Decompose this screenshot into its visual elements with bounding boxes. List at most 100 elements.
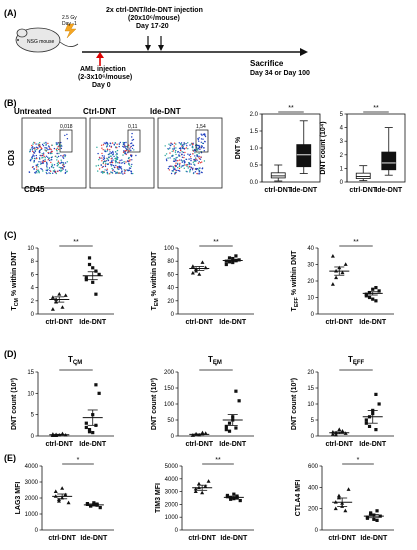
- flow-event-dot: [109, 155, 111, 157]
- flow-event-dot: [181, 165, 183, 167]
- flow-event-dot: [62, 156, 64, 158]
- flow-event-dot: [55, 142, 58, 144]
- flow-event-dot: [192, 143, 194, 146]
- flow-event-dot: [56, 165, 59, 167]
- y-tick-label: 10: [307, 402, 314, 408]
- flow-event-dot: [117, 162, 119, 164]
- flow-event-dot: [116, 155, 118, 158]
- flow-event-dot: [188, 154, 191, 156]
- panel-label-c: (C): [4, 230, 17, 240]
- significance-label: **: [215, 457, 221, 464]
- flow-event-dot: [49, 172, 52, 175]
- y-tick-label: 400: [308, 485, 319, 491]
- flow-event-dot: [97, 170, 99, 172]
- label-base: T: [68, 355, 73, 364]
- plot-frame: [346, 113, 406, 183]
- flow-event-dot: [57, 163, 59, 166]
- flow-event-dot: [187, 148, 189, 150]
- flow-event-dot: [190, 158, 192, 160]
- flow-event-dot: [32, 166, 34, 168]
- flow-event-dot: [109, 162, 111, 164]
- flow-event-dot: [60, 147, 63, 150]
- flow-event-dot: [168, 169, 171, 171]
- flow-event-dot: [109, 149, 111, 151]
- x-category-label: Ide-DNT: [219, 441, 247, 448]
- data-point: [334, 432, 339, 437]
- flow-event-dot: [104, 160, 107, 163]
- flow-event-dot: [183, 154, 185, 156]
- flow-event-dot: [56, 147, 59, 149]
- y-tick-label: 4000: [165, 477, 179, 483]
- flow-event-dot: [135, 154, 137, 157]
- flow-event-dot: [58, 166, 60, 168]
- data-point: [238, 498, 242, 503]
- data-point: [343, 262, 348, 266]
- y-tick-label: 600: [308, 464, 319, 470]
- flow-event-dot: [198, 158, 201, 160]
- flow-event-dot: [48, 157, 50, 159]
- flow-event-dot: [101, 157, 103, 159]
- data-point: [367, 424, 372, 428]
- data-point: [84, 421, 88, 425]
- flow-event-dot: [193, 160, 195, 163]
- flow-event-dot: [55, 143, 58, 146]
- y-tick-label: 80: [167, 259, 174, 265]
- label-rest: % within DNT: [151, 251, 158, 298]
- flow-event-dot: [44, 159, 46, 161]
- flow-event-dot: [181, 161, 183, 163]
- flow-event-dot: [193, 150, 195, 152]
- flow-title-1: Untreated: [14, 107, 51, 116]
- flow-event-dot: [120, 167, 122, 169]
- flow-event-dot: [114, 142, 117, 144]
- flow-event-dot: [37, 166, 39, 168]
- chart-e3: 0 200 400 600 ctrl-DNT Ide-DNT CTLA4 MFI *: [295, 457, 394, 542]
- flow-event-dot: [129, 148, 131, 150]
- y-tick-label: 0.0: [250, 180, 259, 186]
- flow-event-dot: [185, 147, 188, 149]
- y-tick-label: 30: [307, 263, 314, 269]
- flow-gate-dot: [198, 137, 200, 139]
- flow-event-dot: [106, 142, 108, 144]
- flow-event-dot: [131, 159, 133, 161]
- flow-event-dot: [130, 145, 132, 148]
- flow-event-dot: [46, 165, 48, 167]
- flow-event-dot: [130, 149, 132, 152]
- flow-event-dot: [64, 172, 67, 174]
- flow-gate-dot: [204, 141, 206, 143]
- flow-event-dot: [41, 143, 44, 146]
- flow-event-dot: [29, 160, 32, 162]
- flow-event-dot: [62, 162, 65, 164]
- flow-event-dot: [178, 142, 180, 144]
- flow-event-dot: [129, 159, 131, 161]
- flow-event-dot: [130, 165, 132, 168]
- flow-event-dot: [118, 165, 121, 167]
- y-tick-label: 4: [31, 286, 35, 292]
- chart-e2: 0 1000 2000 3000 4000 5000 ctrl-DNT Ide-DNT TIM3…: [155, 457, 254, 542]
- y-tick-label: 0: [311, 312, 315, 318]
- flow-event-dot: [112, 152, 115, 154]
- flow-event-dot: [179, 148, 182, 150]
- flow-event-dot: [194, 157, 197, 159]
- flow-gate-dot: [204, 134, 206, 136]
- flow-event-dot: [175, 149, 177, 152]
- y-tick-label: 3000: [25, 480, 39, 486]
- data-point: [367, 295, 372, 300]
- y-tick-label: 5: [340, 112, 344, 118]
- flow-event-dot: [167, 167, 170, 170]
- flow-event-dot: [41, 157, 43, 159]
- flow-event-dot: [62, 155, 64, 157]
- flow-event-dot: [112, 169, 114, 171]
- flow-event-dot: [113, 155, 115, 158]
- flow-event-dot: [106, 148, 109, 150]
- flow-event-dot: [38, 150, 41, 152]
- flow-event-dot: [169, 157, 171, 159]
- flow-event-dot: [188, 158, 190, 160]
- flow-event-dot: [45, 171, 47, 174]
- flow-event-dot: [113, 170, 116, 173]
- flow-event-dot: [63, 165, 66, 168]
- flow-event-dot: [195, 160, 197, 163]
- flow-gate: [59, 129, 73, 153]
- flow-title-2: Ctrl-DNT: [83, 107, 116, 116]
- data-point: [375, 518, 379, 522]
- chart-d2: 0 50 100 150 200 ctrl-DNT Ide-DNT DNT count (10…: [151, 355, 254, 448]
